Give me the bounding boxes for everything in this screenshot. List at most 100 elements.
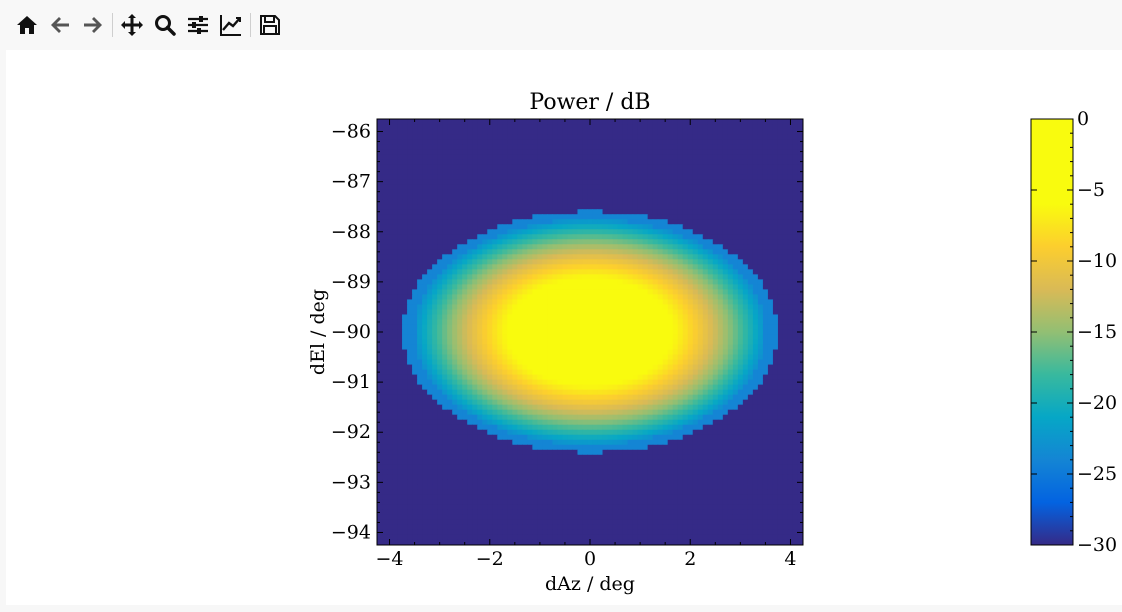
heatmap-cell [537, 239, 543, 245]
heatmap-cell [692, 174, 699, 180]
heatmap-cell [687, 144, 694, 150]
heatmap-cell [562, 354, 569, 361]
heatmap-cell [492, 204, 498, 210]
heatmap-cell [387, 319, 393, 326]
heatmap-cell [452, 134, 458, 140]
heatmap-cell [657, 184, 664, 190]
heatmap-cell [532, 234, 538, 240]
back-button[interactable] [45, 10, 75, 40]
heatmap-cell [542, 289, 548, 296]
heatmap-cell [732, 339, 739, 346]
heatmap-cell [452, 249, 458, 255]
heatmap-cell [572, 179, 579, 185]
heatmap-cell [547, 179, 554, 185]
heatmap-cell [427, 239, 433, 245]
heatmap-cell [532, 379, 538, 386]
heatmap-cell [427, 204, 433, 210]
heatmap-cell [512, 239, 518, 245]
heatmap-cell [602, 344, 609, 351]
heatmap-cell [457, 334, 463, 341]
heatmap-cell [552, 244, 559, 250]
heatmap-cell [602, 144, 609, 150]
heatmap-cell [517, 264, 523, 270]
figure-canvas: −4 −2 0 2 4 −86 −87 −88 −89 −90 −91 −92 −93 −94 Powe… [6, 50, 1122, 605]
heatmap-cell [727, 299, 734, 306]
heatmap-cell [717, 284, 724, 290]
heatmap-cell [512, 164, 518, 170]
heatmap-cell [617, 374, 624, 381]
heatmap-cell [542, 129, 548, 135]
heatmap-cell [582, 409, 589, 416]
heatmap-cell [572, 129, 579, 135]
heatmap-cell [582, 359, 589, 366]
heatmap-cell [467, 299, 473, 306]
heatmap-cell [437, 374, 443, 381]
heatmap-cell [547, 374, 554, 381]
heatmap-cell [497, 199, 503, 205]
heatmap-cell [752, 299, 759, 306]
configure-subplots-button[interactable] [183, 10, 213, 40]
heatmap-cell [792, 394, 799, 401]
heatmap-cell [427, 389, 433, 396]
heatmap-cell [697, 159, 704, 165]
heatmap-cell [712, 324, 719, 331]
heatmap-cell [757, 274, 764, 280]
heatmap-cell [727, 204, 734, 210]
heatmap-cell [637, 389, 644, 396]
heatmap-cell [422, 374, 428, 381]
heatmap-cell [632, 399, 639, 406]
heatmap-cell [527, 214, 533, 220]
heatmap-cell [462, 384, 468, 391]
heatmap-cell [497, 124, 503, 130]
heatmap-cell [732, 184, 739, 190]
heatmap-cell [417, 324, 423, 331]
heatmap-cell [597, 359, 604, 366]
save-button[interactable] [255, 10, 285, 40]
heatmap-cell [692, 179, 699, 185]
heatmap-cell [442, 249, 448, 255]
heatmap-cell [737, 154, 744, 160]
heatmap-cell [602, 409, 609, 416]
home-button[interactable] [12, 10, 42, 40]
pan-button[interactable] [117, 10, 147, 40]
heatmap-cell [482, 269, 488, 275]
heatmap-cell [547, 279, 554, 285]
heatmap-cell [397, 209, 403, 215]
heatmap-cell [477, 269, 483, 275]
heatmap-cell [522, 164, 528, 170]
heatmap-cell [537, 394, 543, 401]
heatmap-cell [557, 304, 564, 311]
heatmap-cell [742, 119, 749, 125]
heatmap-cell [582, 124, 589, 130]
heatmap-cell [442, 199, 448, 205]
heatmap-cell [762, 224, 769, 230]
heatmap-cell [442, 379, 448, 386]
heatmap-cell [767, 229, 774, 235]
heatmap-cell [737, 279, 744, 285]
forward-button[interactable] [78, 10, 108, 40]
heatmap-cell [687, 149, 694, 155]
heatmap-cell [542, 234, 548, 240]
heatmap-cell [712, 164, 719, 170]
heatmap-cell [722, 364, 729, 371]
heatmap-cell [437, 334, 443, 341]
heatmap-cell [377, 324, 383, 331]
zoom-button[interactable] [150, 10, 180, 40]
heatmap-cell [412, 129, 418, 135]
heatmap-cell [632, 259, 639, 265]
heatmap-cell [562, 409, 569, 416]
heatmap-cell [672, 309, 679, 316]
heatmap-cell [657, 289, 664, 296]
heatmap-cell [602, 404, 609, 411]
heatmap-cell [422, 409, 428, 416]
heatmap-cell [692, 349, 699, 356]
heatmap-cell [632, 119, 639, 125]
heatmap-cell [462, 134, 468, 140]
edit-axis-button[interactable] [216, 10, 246, 40]
heatmap-cell [577, 269, 584, 275]
heatmap-cell [482, 184, 488, 190]
heatmap-cell [397, 124, 403, 130]
heatmap-cell [787, 229, 794, 235]
heatmap-cell [717, 259, 724, 265]
heatmap-cell [532, 299, 538, 306]
